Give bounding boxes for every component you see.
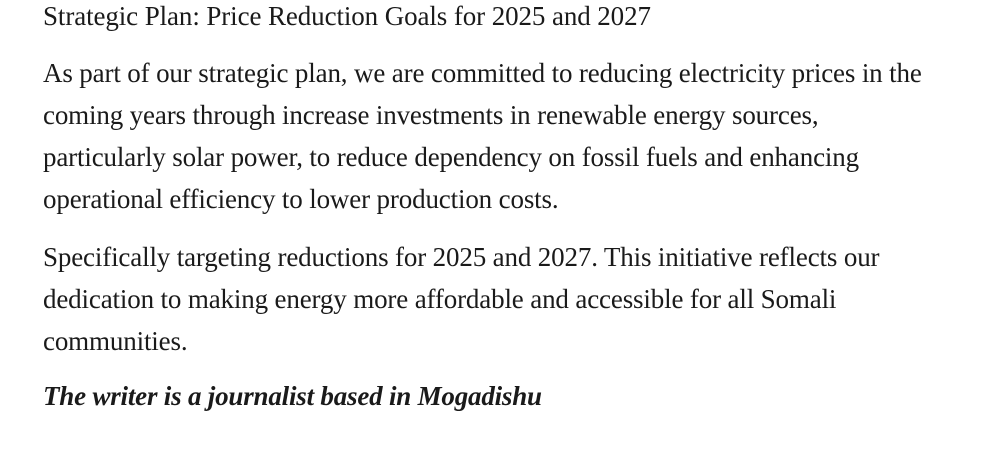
paragraph-targets: Specifically targeting reductions for 20… [43,242,880,356]
article-body: Strategic Plan: Price Reduction Goals fo… [43,0,943,417]
section-heading: Strategic Plan: Price Reduction Goals fo… [43,1,651,31]
paragraph-strategic-plan: As part of our strategic plan, we are co… [43,58,922,214]
author-byline: The writer is a journalist based in Moga… [43,381,542,411]
